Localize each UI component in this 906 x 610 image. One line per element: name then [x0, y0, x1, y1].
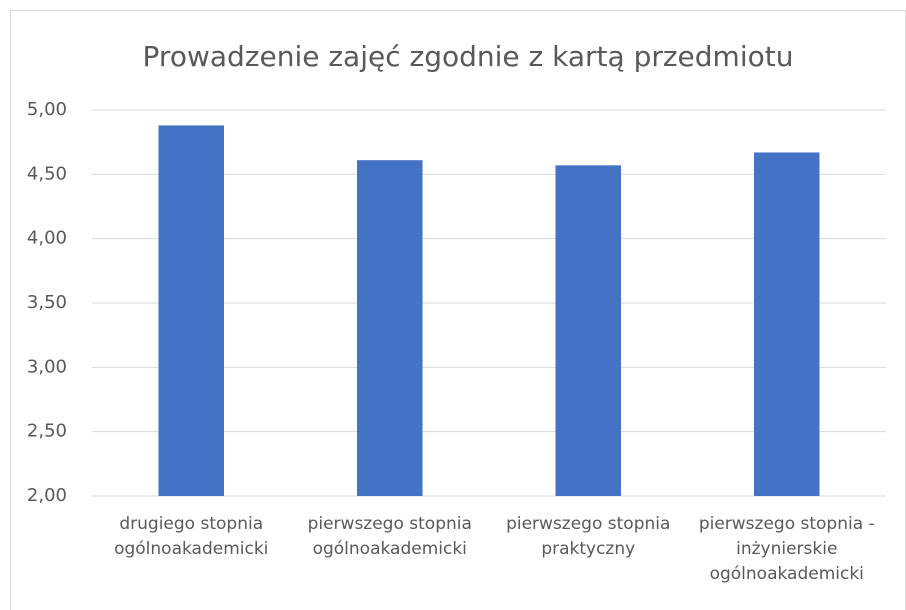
x-tick-label: pierwszego stopnia - inżynierskie ogólno… [698, 514, 875, 584]
bar [753, 152, 820, 496]
y-tick-label: 5,00 [27, 99, 67, 120]
x-tick-label: drugiego stopnia ogólnoakademicki [114, 514, 269, 559]
bar [555, 165, 622, 496]
y-tick-label: 3,00 [27, 356, 67, 377]
bar [356, 160, 423, 496]
y-tick-label: 4,00 [27, 228, 67, 249]
y-tick-label: 2,50 [27, 421, 67, 442]
bar [158, 125, 225, 496]
chart-title: Prowadzenie zajęć zgodnie z kartą przedm… [143, 40, 794, 73]
y-tick-label: 4,50 [27, 163, 67, 184]
y-tick-label: 2,00 [27, 485, 67, 506]
y-tick-label: 3,50 [27, 292, 67, 313]
x-tick-label: pierwszego stopnia praktyczny [506, 514, 671, 559]
x-tick-label: pierwszego stopnia ogólnoakademicki [307, 514, 472, 559]
